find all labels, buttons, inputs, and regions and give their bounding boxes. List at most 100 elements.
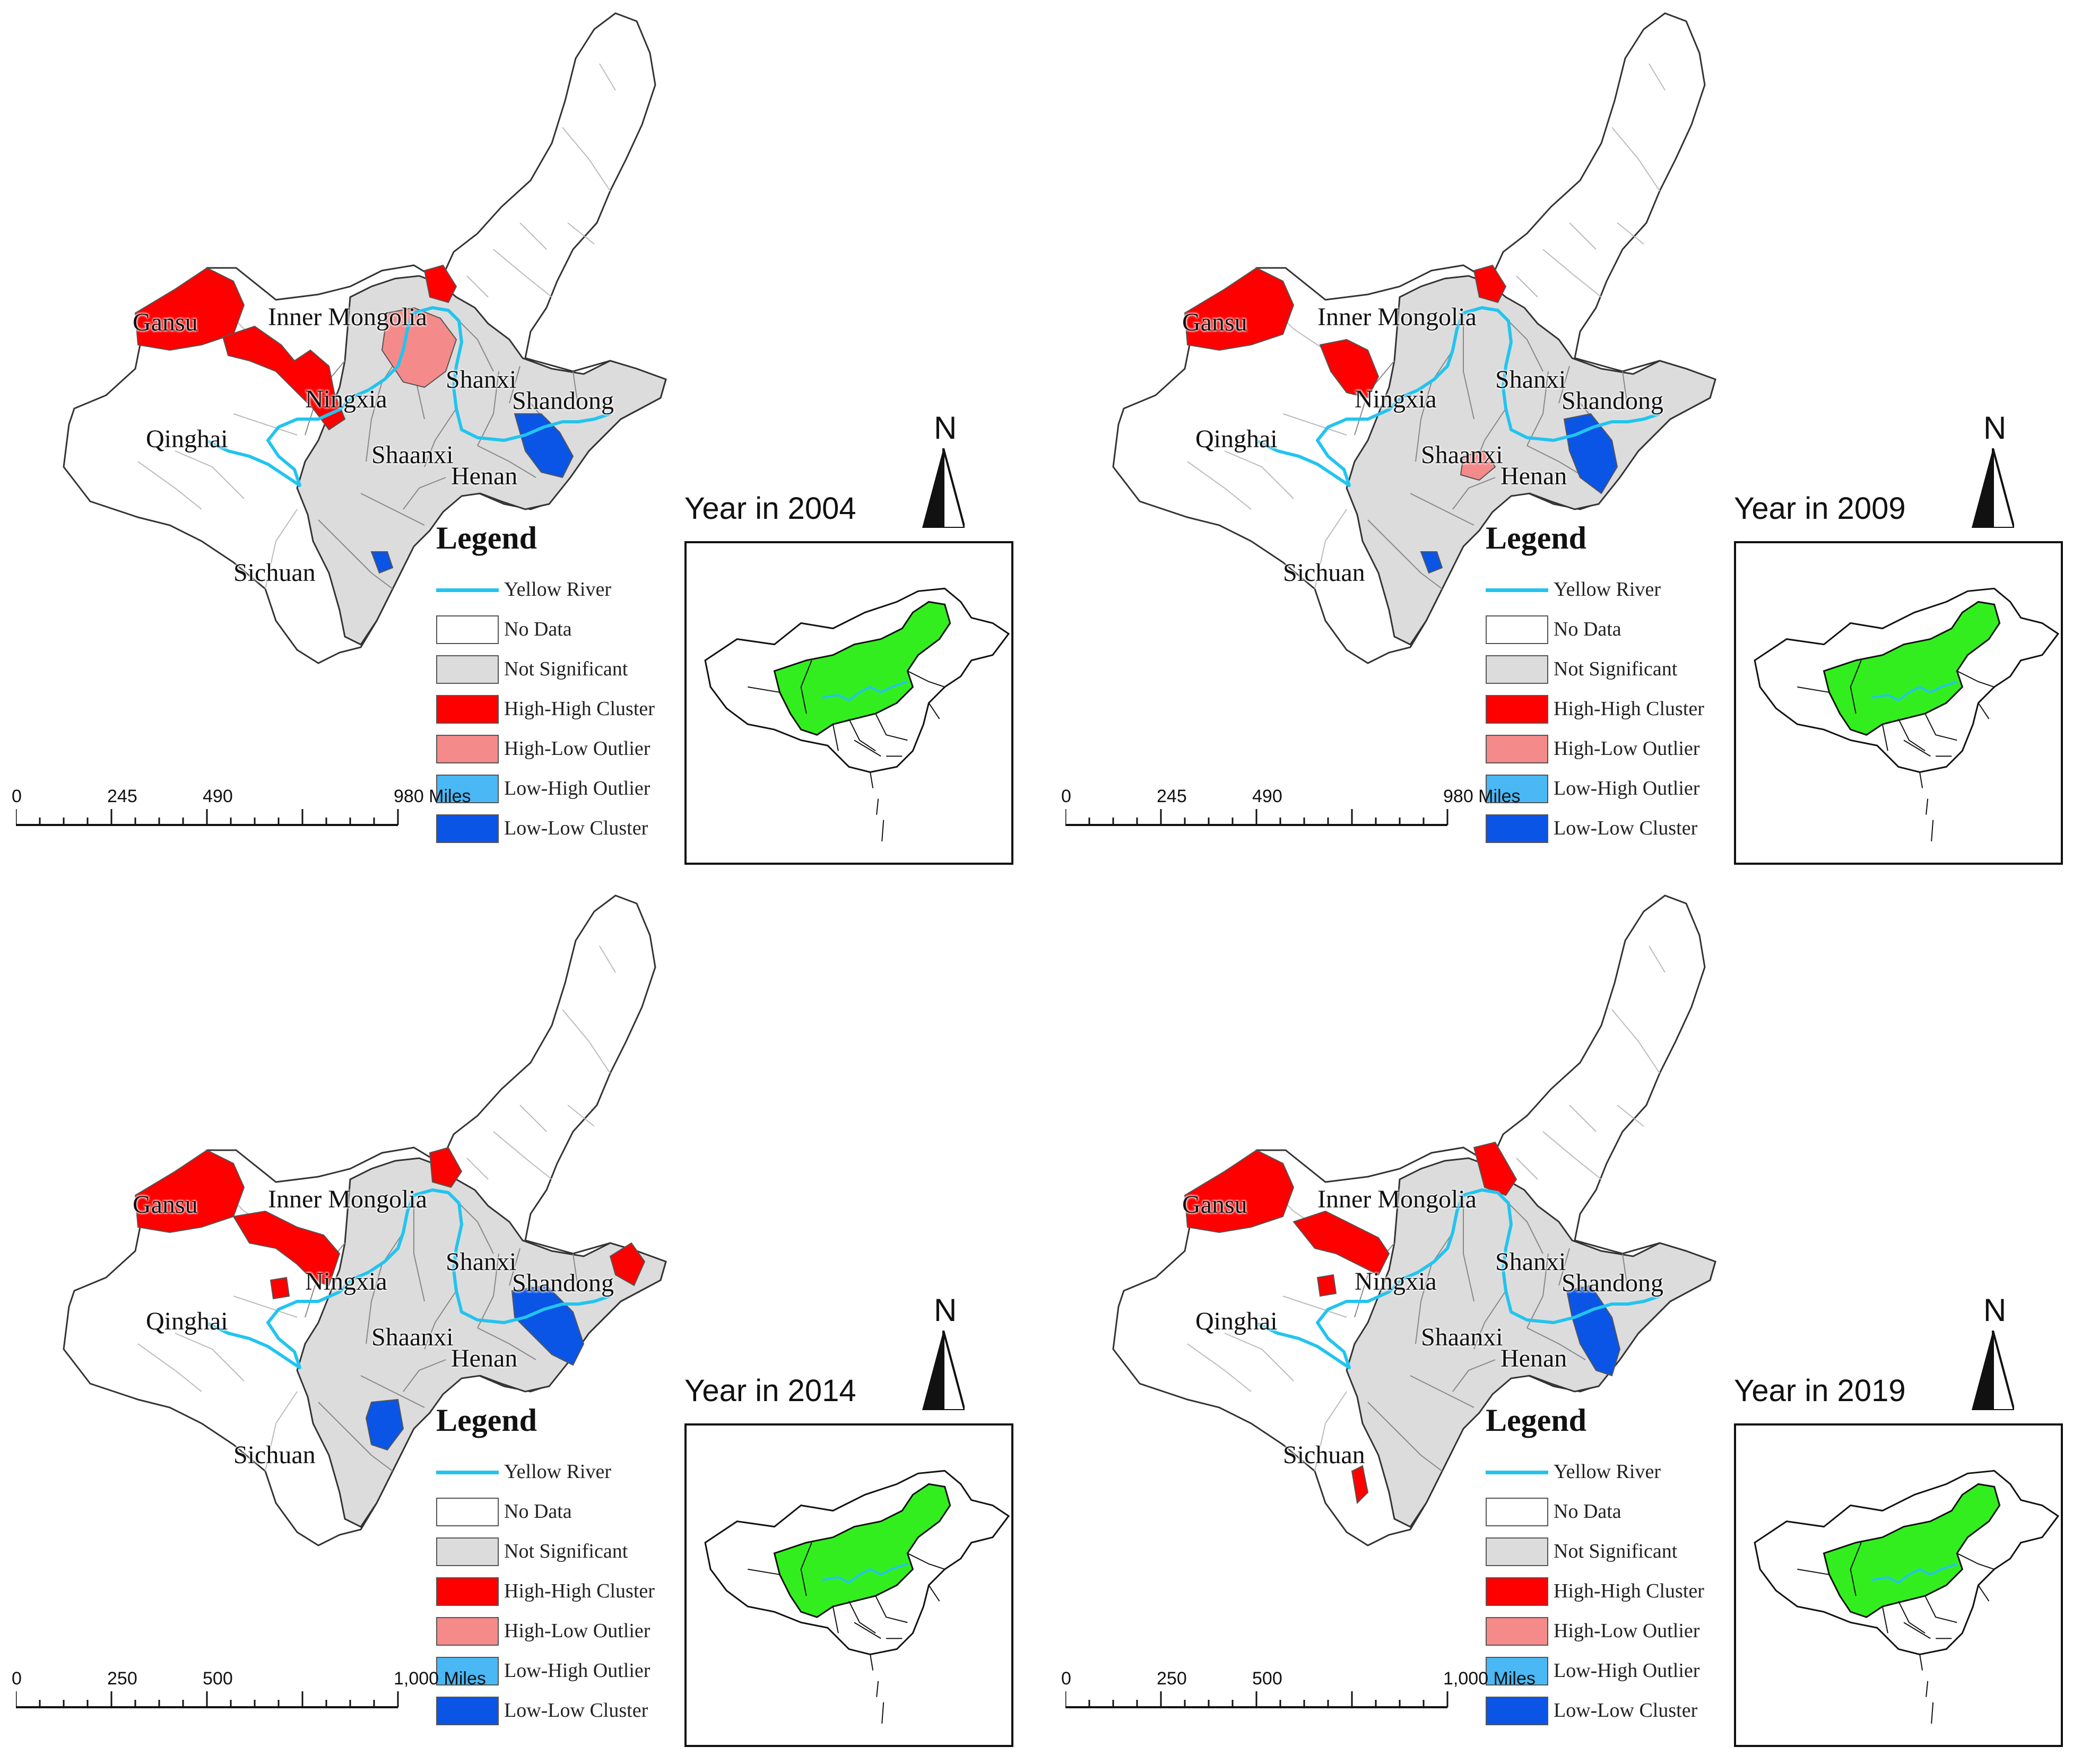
legend-label: Not Significant <box>1554 658 1678 680</box>
province-boundary <box>1542 1131 1602 1180</box>
legend-swatch <box>1486 1657 1548 1685</box>
inset-province-boundary <box>875 1595 908 1623</box>
north-arrow-icon <box>1972 1331 2014 1410</box>
province-boundary <box>1367 1402 1421 1456</box>
high-high-cluster-region <box>1319 338 1380 399</box>
province-label-inner-mongolia: Inner Mongolia <box>268 1185 427 1213</box>
province-boundary <box>424 1290 457 1350</box>
province-boundary <box>265 509 298 589</box>
province-boundary <box>1420 1455 1443 1472</box>
province-label-sichuan: Sichuan <box>1283 559 1365 587</box>
inset-province-boundary <box>1903 740 1931 757</box>
legend-label: Low-Low Cluster <box>504 1699 648 1722</box>
province-boundary <box>1463 1195 1474 1302</box>
province-label-ningxia: Ningxia <box>1355 1267 1437 1296</box>
legend-swatch <box>436 1697 499 1725</box>
province-boundary <box>1622 371 1628 409</box>
inset-yellow-river <box>1871 680 1958 702</box>
province-boundary <box>1314 1391 1347 1472</box>
province-boundary <box>573 1253 579 1291</box>
province-boundary <box>1282 1296 1347 1318</box>
legend-label: High-Low Outlier <box>1554 1620 1700 1642</box>
low-low-cluster-region <box>514 413 574 479</box>
scale-label: 250 <box>107 1669 137 1689</box>
province-boundary <box>1622 1253 1628 1291</box>
province-boundary <box>1473 1290 1506 1350</box>
inset-province-boundary <box>928 1585 940 1602</box>
inset-map <box>1754 587 2060 841</box>
province-boundary <box>1611 127 1660 192</box>
province-boundary <box>1558 1248 1570 1286</box>
legend-swatch <box>436 695 499 724</box>
province-label-sichuan: Sichuan <box>233 559 316 587</box>
province-boundary <box>567 1105 595 1127</box>
province-boundary <box>1617 1105 1644 1127</box>
province-boundary <box>1420 572 1443 589</box>
scale-label: 0 <box>12 1669 22 1689</box>
inset-province-boundary <box>1881 724 1888 751</box>
legend-label: Yellow River <box>1554 1461 1661 1483</box>
province-boundary <box>360 493 425 526</box>
low-low-cluster-region <box>365 1398 404 1451</box>
legend-swatch <box>1486 1617 1548 1646</box>
province-label-henan: Henan <box>451 1344 518 1372</box>
legend-swatch-line <box>1486 576 1548 604</box>
legend-label: Low-Low Cluster <box>1554 1699 1698 1722</box>
inset-province-boundary <box>875 713 908 741</box>
low-low-cluster-region <box>1566 1284 1621 1377</box>
inset-province-boundary <box>1977 1585 1990 1602</box>
inset-map <box>704 587 1010 841</box>
legend-swatch <box>1486 1498 1548 1526</box>
high-high-cluster-region <box>270 1276 290 1300</box>
legend-swatch-line <box>436 1458 499 1487</box>
inset-province-boundary <box>1881 1606 1888 1633</box>
province-boundary <box>137 1343 202 1392</box>
legend-label: Not Significant <box>504 658 628 680</box>
inset-locator-map <box>684 541 1013 865</box>
inset-locator-map <box>1734 541 2063 865</box>
legend-title: Legend <box>1486 1403 1587 1438</box>
province-boundary <box>366 381 383 462</box>
legend-swatch <box>436 615 499 644</box>
scale-label: 0 <box>12 786 22 806</box>
legend-label: Low-High Outlier <box>1554 1659 1700 1682</box>
inset-locator-map <box>684 1423 1013 1747</box>
province-boundary <box>1617 222 1644 245</box>
province-label-henan: Henan <box>1500 462 1567 490</box>
inset-province-boundary <box>1797 686 1829 693</box>
province-boundary <box>1526 1253 1549 1328</box>
legend-swatch <box>436 775 499 803</box>
legend-label: High-High Cluster <box>1554 698 1704 720</box>
high-high-cluster-region <box>1184 267 1295 351</box>
province-label-shaanxi: Shaanxi <box>1421 441 1503 469</box>
province-boundary <box>456 318 494 372</box>
legend-swatch <box>1486 615 1548 644</box>
province-boundary <box>1526 371 1549 446</box>
legend-label: High-Low Outlier <box>504 1620 650 1642</box>
province-boundary <box>1649 945 1666 973</box>
legend-label: High-High Cluster <box>504 698 655 720</box>
province-boundary <box>562 1009 611 1074</box>
scale-bar <box>16 1691 399 1708</box>
year-title: Year in 2014 <box>684 1374 856 1408</box>
low-low-cluster-region <box>370 551 394 574</box>
high-high-cluster-region <box>134 267 245 351</box>
legend-label: No Data <box>504 618 572 640</box>
inset-map <box>704 1470 1010 1724</box>
scale-bar <box>1065 1691 1449 1708</box>
province-label-shanxi: Shanxi <box>1495 366 1566 394</box>
inset-province-boundary <box>907 670 945 688</box>
province-boundary <box>1569 1105 1597 1132</box>
inset-province-boundary <box>1956 1552 1994 1570</box>
legend-label: Yellow River <box>1554 578 1661 601</box>
inset-yellow-river-basin <box>773 1483 951 1618</box>
legend-label: High-High Cluster <box>1554 1580 1704 1602</box>
province-boundary <box>599 63 616 91</box>
province-label-ningxia: Ningxia <box>305 1267 387 1296</box>
inset-province-boundary <box>848 718 876 752</box>
not-significant-region <box>1346 1157 1716 1528</box>
province-boundary <box>466 1158 489 1180</box>
province-boundary <box>318 1402 372 1456</box>
yellow-river <box>207 1188 611 1369</box>
province-boundary <box>318 519 372 573</box>
